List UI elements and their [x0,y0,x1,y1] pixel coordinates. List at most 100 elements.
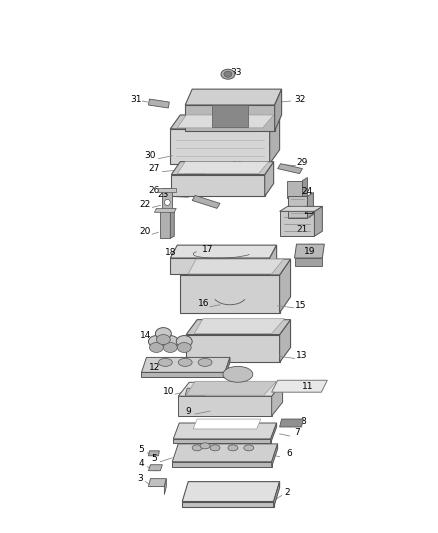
Text: 12: 12 [149,363,160,372]
Polygon shape [178,382,283,396]
Text: 19: 19 [304,247,315,256]
Polygon shape [148,479,166,487]
Text: 5: 5 [138,446,145,454]
Ellipse shape [200,443,210,449]
Text: 28: 28 [231,161,243,170]
Polygon shape [160,211,170,238]
Polygon shape [271,423,277,443]
Polygon shape [170,208,174,238]
Ellipse shape [149,343,163,352]
Polygon shape [303,177,307,198]
Polygon shape [188,259,283,274]
Polygon shape [159,189,176,192]
Text: 10: 10 [162,387,174,395]
Ellipse shape [176,336,192,348]
Polygon shape [171,161,274,175]
Polygon shape [278,164,303,174]
Polygon shape [294,258,322,266]
Polygon shape [212,105,248,127]
Text: 6: 6 [287,449,293,458]
Polygon shape [185,105,275,131]
Ellipse shape [177,343,191,352]
Ellipse shape [210,445,220,451]
Text: 33: 33 [230,68,242,77]
Polygon shape [170,258,270,274]
Polygon shape [186,381,277,395]
Polygon shape [180,275,279,313]
Text: 1: 1 [225,487,231,496]
Polygon shape [141,373,225,377]
Polygon shape [186,320,290,335]
Polygon shape [307,192,314,219]
Polygon shape [172,444,278,462]
Ellipse shape [178,358,192,366]
Text: 31: 31 [131,94,142,103]
Text: 7: 7 [295,429,300,438]
Polygon shape [274,482,279,507]
Ellipse shape [162,336,178,348]
Text: 2: 2 [285,488,290,497]
Ellipse shape [221,69,235,79]
Polygon shape [185,89,282,105]
Polygon shape [162,189,172,211]
Ellipse shape [192,445,202,451]
Polygon shape [294,244,324,258]
Polygon shape [272,382,283,416]
Ellipse shape [223,366,253,382]
Text: 22: 22 [140,200,151,209]
Text: 13: 13 [296,351,307,360]
Ellipse shape [155,328,171,340]
Text: 9: 9 [185,407,191,416]
Text: 20: 20 [140,227,151,236]
Polygon shape [182,482,279,502]
Polygon shape [177,115,274,128]
Ellipse shape [224,71,232,77]
Polygon shape [275,89,282,131]
Text: 8: 8 [300,416,306,425]
Text: 32: 32 [294,94,305,103]
Text: 26: 26 [149,186,160,195]
Text: 11: 11 [302,382,313,391]
Polygon shape [194,319,285,334]
Text: 24: 24 [302,187,313,196]
Polygon shape [265,161,274,197]
Polygon shape [279,212,314,236]
Polygon shape [148,451,159,456]
Polygon shape [155,208,176,212]
Ellipse shape [159,358,172,366]
Polygon shape [279,259,290,313]
Polygon shape [270,245,277,274]
Ellipse shape [148,336,164,348]
Polygon shape [288,197,307,219]
Text: 18: 18 [165,248,176,256]
Polygon shape [170,129,270,164]
Text: 5: 5 [152,454,157,463]
Polygon shape [173,439,271,443]
Polygon shape [182,502,274,507]
Polygon shape [225,358,230,377]
Text: 16: 16 [198,299,210,308]
Polygon shape [192,196,220,208]
Circle shape [164,199,170,205]
Polygon shape [171,175,265,197]
Ellipse shape [198,358,212,366]
Polygon shape [185,388,207,395]
Polygon shape [164,479,166,495]
Text: 27: 27 [149,164,160,173]
Polygon shape [279,206,322,212]
Text: 25: 25 [304,207,315,216]
Polygon shape [186,335,279,362]
Polygon shape [141,358,230,373]
Polygon shape [272,380,327,392]
Polygon shape [270,115,279,164]
Polygon shape [279,320,290,362]
Polygon shape [177,161,268,174]
Text: 17: 17 [202,245,214,254]
Text: 3: 3 [138,474,143,483]
Polygon shape [193,419,261,429]
Text: 4: 4 [139,459,144,469]
Text: 15: 15 [295,301,306,310]
Text: 23: 23 [158,190,169,199]
Polygon shape [148,465,162,471]
Ellipse shape [163,343,177,352]
